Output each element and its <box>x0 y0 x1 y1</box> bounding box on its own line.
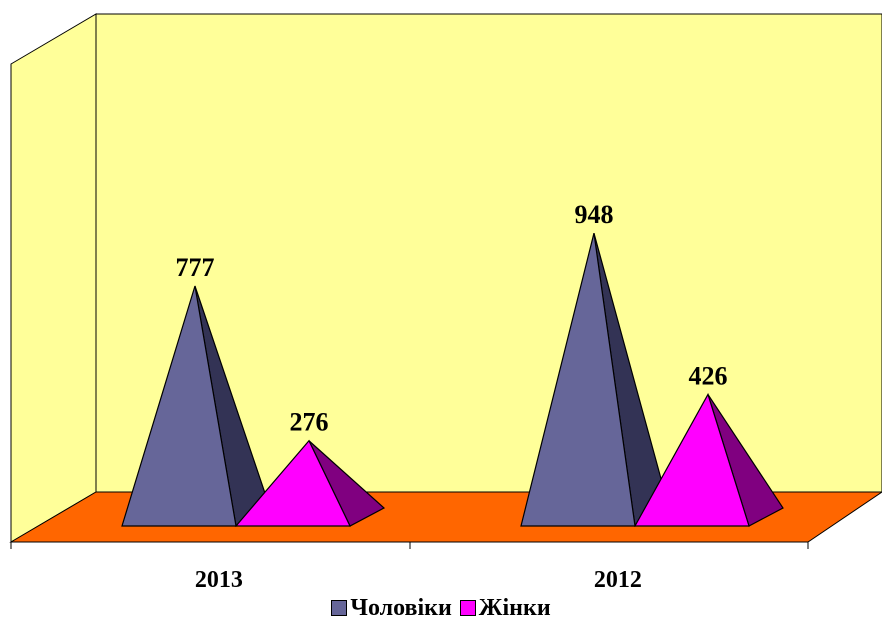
x-tick-label: 2013 <box>195 567 243 593</box>
pyramid-front-face <box>121 285 237 527</box>
pyramid-front-face <box>520 233 636 527</box>
data-label: 948 <box>574 200 613 229</box>
legend-item: Жінки <box>459 594 551 622</box>
legend-item: Чоловіки <box>331 594 452 622</box>
legend-swatch <box>331 600 348 616</box>
data-label: 426 <box>688 361 727 390</box>
pyramid-bar <box>234 439 386 527</box>
pyramid-front-face <box>234 439 351 527</box>
legend-swatch <box>459 600 476 616</box>
pyramid-front-face <box>633 392 750 527</box>
legend-label: Чоловіки <box>350 594 452 621</box>
chart-side-wall <box>10 13 97 543</box>
legend: Чоловіки Жінки <box>0 594 882 622</box>
data-label: 276 <box>289 408 328 437</box>
x-tick-label: 2012 <box>594 567 642 593</box>
pyramid-bar <box>520 233 670 527</box>
legend-label: Жінки <box>478 594 551 621</box>
data-label: 777 <box>175 253 214 282</box>
pyramid-bar <box>633 392 784 527</box>
